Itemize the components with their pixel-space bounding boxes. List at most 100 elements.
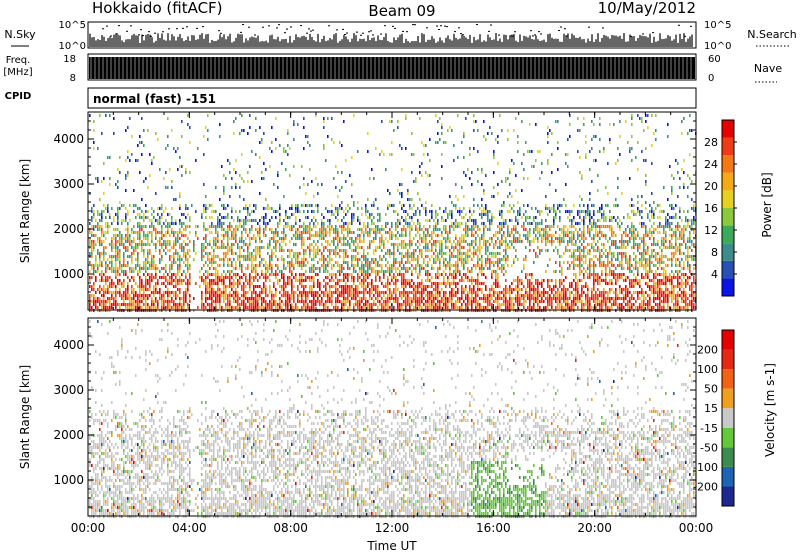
nsearch-dot bbox=[344, 34, 346, 35]
colorbar-swatch bbox=[722, 369, 734, 389]
nsearch-dot bbox=[176, 28, 178, 29]
colorbar-swatch bbox=[722, 447, 734, 467]
nsearch-dot bbox=[558, 30, 560, 31]
nsky-tick-high: 10^5 bbox=[59, 20, 86, 31]
x-tick-label: 08:00 bbox=[273, 521, 308, 535]
nsearch-tick-low: 10^0 bbox=[704, 41, 731, 52]
nsearch-dot bbox=[444, 26, 446, 27]
colorbar-swatch bbox=[722, 226, 734, 244]
station-title: Hokkaido (fitACF) bbox=[92, 0, 223, 17]
y-tick-label: 1000 bbox=[53, 267, 84, 281]
nsearch-dot bbox=[182, 28, 184, 29]
nsearch-dot bbox=[328, 25, 330, 26]
colorbar-tick: 28 bbox=[704, 136, 718, 149]
nsearch-dot bbox=[102, 28, 104, 29]
nsearch-dot bbox=[248, 27, 250, 28]
colorbar-tick: 4 bbox=[711, 268, 718, 281]
x-tick-label: 04:00 bbox=[172, 521, 207, 535]
nsky-tick-low: 10^0 bbox=[59, 41, 86, 52]
nsearch-dot bbox=[240, 32, 242, 33]
nsearch-dot bbox=[278, 24, 280, 25]
nsky-bars bbox=[90, 24, 692, 47]
nsearch-dot bbox=[394, 28, 396, 29]
nsearch-dot bbox=[110, 36, 112, 37]
date-title: 10/May/2012 bbox=[598, 0, 696, 17]
nsearch-dot bbox=[642, 33, 644, 34]
nsearch-dot bbox=[514, 31, 516, 32]
nsearch-dot bbox=[454, 31, 456, 32]
nsearch-dot bbox=[310, 31, 312, 32]
nsearch-dot bbox=[678, 25, 680, 26]
nsearch-dot bbox=[460, 33, 462, 34]
nsearch-dot bbox=[384, 25, 386, 26]
nsearch-dot bbox=[116, 33, 118, 34]
colorbar-tick: -50 bbox=[700, 441, 718, 454]
nsearch-dot bbox=[286, 29, 288, 30]
y-tick-label: 3000 bbox=[53, 383, 84, 397]
colorbar-swatch bbox=[722, 408, 734, 428]
freq-tick-low: 8 bbox=[70, 73, 76, 84]
nave-label: Nave bbox=[754, 62, 782, 75]
y-tick-label: 1000 bbox=[53, 473, 84, 487]
nsearch-dot bbox=[126, 31, 128, 32]
nsearch-dot bbox=[370, 30, 372, 31]
nsearch-dot bbox=[168, 28, 170, 29]
nsearch-dot bbox=[406, 31, 408, 32]
nsearch-dot bbox=[268, 25, 270, 26]
nsearch-dot bbox=[446, 26, 448, 27]
beam-title: Beam 09 bbox=[368, 2, 435, 20]
nsearch-dot bbox=[254, 35, 256, 36]
colorbar-swatch bbox=[722, 278, 734, 296]
nsearch-dot bbox=[438, 29, 440, 30]
colorbar-swatch bbox=[722, 190, 734, 208]
colorbar-swatch bbox=[722, 261, 734, 279]
x-tick-label: 12:00 bbox=[375, 521, 410, 535]
colorbar-tick: 200 bbox=[697, 344, 718, 357]
nsearch-dot bbox=[150, 36, 152, 37]
nsearch-tick-high: 10^5 bbox=[704, 20, 731, 31]
nsearch-dot bbox=[162, 31, 164, 32]
colorbar-tick: 20 bbox=[704, 180, 718, 193]
nsearch-dot bbox=[300, 25, 302, 26]
freq-fill bbox=[89, 57, 695, 79]
velocity-data bbox=[89, 320, 697, 518]
nsearch-dot bbox=[392, 26, 394, 27]
freq-tick-high: 18 bbox=[63, 54, 76, 65]
nsearch-dot bbox=[588, 27, 590, 28]
nsearch-dot bbox=[202, 26, 204, 27]
colorbar-tick: 24 bbox=[704, 158, 718, 171]
nsearch-dot bbox=[532, 35, 534, 36]
nsearch-dot bbox=[154, 33, 156, 34]
colorbar-swatch bbox=[722, 173, 734, 191]
colorbar-swatch bbox=[722, 330, 734, 350]
nsearch-dot bbox=[440, 25, 442, 26]
colorbar-tick: 16 bbox=[704, 202, 718, 215]
nsearch-label: N.Search bbox=[747, 28, 797, 41]
nsearch-dot bbox=[490, 25, 492, 26]
y-tick-label: 3000 bbox=[53, 177, 84, 191]
nsky-panel: N.Sky 10^5 10^0 10^5 10^0 N.Search bbox=[4, 20, 796, 52]
nsearch-dot bbox=[140, 29, 142, 30]
x-tick-label: 20:00 bbox=[577, 521, 612, 535]
nsearch-dot bbox=[308, 28, 310, 29]
nsearch-dot bbox=[242, 24, 244, 25]
nsearch-dot bbox=[342, 29, 344, 30]
x-tick-label: 16:00 bbox=[476, 521, 511, 535]
nsearch-dot bbox=[652, 32, 654, 33]
nsearch-dot bbox=[218, 30, 220, 31]
nsearch-dot bbox=[220, 33, 222, 34]
nsearch-dot bbox=[346, 33, 348, 34]
velocity-ylabel: Slant Range [km] bbox=[18, 365, 32, 469]
nsearch-dot bbox=[186, 26, 188, 27]
freq-bars bbox=[89, 57, 695, 79]
power-cbar-label: Power [dB] bbox=[760, 172, 774, 237]
nsearch-dot bbox=[138, 34, 140, 35]
colorbar-swatch bbox=[722, 467, 734, 487]
nsearch-dot bbox=[336, 29, 338, 30]
nsearch-dot bbox=[360, 35, 362, 36]
colorbar-swatch bbox=[722, 428, 734, 448]
nsearch-dot bbox=[312, 30, 314, 31]
velocity-cbar-label: Velocity [m s-1] bbox=[763, 363, 777, 457]
